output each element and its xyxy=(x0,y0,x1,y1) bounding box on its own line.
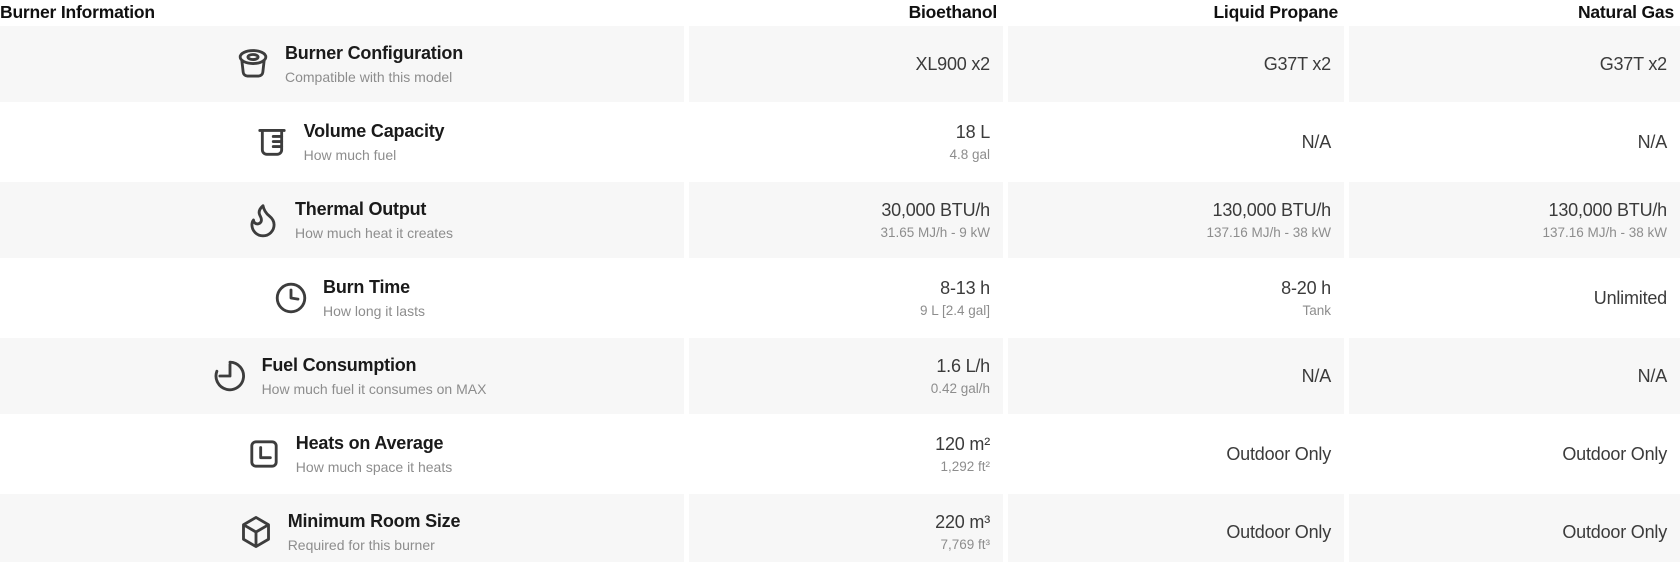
value-main: Outdoor Only xyxy=(1226,444,1331,464)
table-title: Burner Information xyxy=(0,2,155,22)
row-label: Burner Configuration Compatible with thi… xyxy=(0,26,684,102)
value-main: 8-20 h xyxy=(1281,278,1331,298)
room-volume-icon xyxy=(237,513,275,551)
row-label: Thermal Output How much heat it creates xyxy=(0,182,684,258)
cell-natural-gas: Outdoor Only xyxy=(1349,416,1680,492)
value-main: Unlimited xyxy=(1593,288,1667,308)
cell-natural-gas: Unlimited xyxy=(1349,260,1680,336)
row-subtitle: How long it lasts xyxy=(323,302,425,319)
column-header-liquid-propane: Liquid Propane xyxy=(1213,2,1338,22)
cell-natural-gas: Outdoor Only xyxy=(1349,494,1680,562)
table-row-thermal-output: Thermal Output How much heat it creates … xyxy=(0,182,1680,258)
table-row-minimum-room-size: Minimum Room Size Required for this burn… xyxy=(0,494,1680,562)
value-main: 1.6 L/h xyxy=(936,356,990,376)
value-main: 30,000 BTU/h xyxy=(881,200,990,220)
value-main: Outdoor Only xyxy=(1226,522,1331,542)
value-main: N/A xyxy=(1301,366,1332,386)
row-title: Burn Time xyxy=(323,276,410,297)
row-label: Fuel Consumption How much fuel it consum… xyxy=(0,338,684,414)
cell-bioethanol: XL900 x2 xyxy=(689,26,1003,102)
value-main: 130,000 BTU/h xyxy=(1212,200,1332,220)
value-main: 8-13 h xyxy=(940,278,990,298)
row-subtitle: Required for this burner xyxy=(287,536,435,553)
value-sub: 9 L [2.4 gal] xyxy=(919,303,990,318)
value-sub: 137.16 MJ/h - 38 kW xyxy=(1542,225,1667,240)
value-main: 130,000 BTU/h xyxy=(1548,200,1668,220)
row-subtitle: How much heat it creates xyxy=(295,224,453,241)
value-sub: 0.42 gal/h xyxy=(930,381,990,396)
table-row-burner-configuration: Burner Configuration Compatible with thi… xyxy=(0,26,1680,102)
row-subtitle: How much fuel it consumes on MAX xyxy=(261,380,487,397)
value-main: N/A xyxy=(1637,132,1668,152)
value-main: N/A xyxy=(1637,366,1668,386)
table-row-fuel-consumption: Fuel Consumption How much fuel it consum… xyxy=(0,338,1680,414)
cell-bioethanol: 120 m² 1,292 ft² xyxy=(689,416,1003,492)
value-sub: 7,769 ft³ xyxy=(940,537,990,552)
value-sub: 31.65 MJ/h - 9 kW xyxy=(880,225,990,240)
table-row-heats-on-average: Heats on Average How much space it heats… xyxy=(0,416,1680,492)
value-main: G37T x2 xyxy=(1263,54,1332,74)
table-header: Burner Information Bioethanol Liquid Pro… xyxy=(0,0,1680,26)
column-header-bioethanol: Bioethanol xyxy=(908,2,998,22)
cell-liquid-propane: N/A xyxy=(1008,338,1344,414)
cell-natural-gas: 130,000 BTU/h 137.16 MJ/h - 38 kW xyxy=(1349,182,1680,258)
row-subtitle: How much space it heats xyxy=(295,458,453,475)
column-header-natural-gas: Natural Gas xyxy=(1577,2,1674,22)
measuring-cup-icon xyxy=(253,123,291,161)
cell-liquid-propane: Outdoor Only xyxy=(1008,416,1344,492)
value-main: 120 m² xyxy=(935,434,990,454)
flame-icon xyxy=(244,201,282,239)
cell-bioethanol: 1.6 L/h 0.42 gal/h xyxy=(689,338,1003,414)
row-subtitle: Compatible with this model xyxy=(285,68,453,85)
cell-liquid-propane: N/A xyxy=(1008,104,1344,180)
value-sub: 4.8 gal xyxy=(949,147,990,162)
row-label: Minimum Room Size Required for this burn… xyxy=(0,494,684,562)
cell-liquid-propane: Outdoor Only xyxy=(1008,494,1344,562)
clock-icon xyxy=(272,279,310,317)
row-title: Burner Configuration xyxy=(285,42,463,63)
cell-natural-gas: G37T x2 xyxy=(1349,26,1680,102)
row-title: Fuel Consumption xyxy=(261,354,417,375)
cell-bioethanol: 18 L 4.8 gal xyxy=(689,104,1003,180)
value-main: XL900 x2 xyxy=(915,54,991,74)
row-label: Burn Time How long it lasts xyxy=(0,260,684,336)
cell-natural-gas: N/A xyxy=(1349,338,1680,414)
fuel-gauge-icon xyxy=(211,357,249,395)
cell-liquid-propane: G37T x2 xyxy=(1008,26,1344,102)
row-title: Minimum Room Size xyxy=(287,510,461,531)
value-sub: 137.16 MJ/h - 38 kW xyxy=(1206,225,1331,240)
row-title: Volume Capacity xyxy=(303,120,445,141)
value-main: Outdoor Only xyxy=(1562,522,1667,542)
area-icon xyxy=(245,435,283,473)
cell-liquid-propane: 130,000 BTU/h 137.16 MJ/h - 38 kW xyxy=(1008,182,1344,258)
value-main: N/A xyxy=(1301,132,1332,152)
cell-liquid-propane: 8-20 h Tank xyxy=(1008,260,1344,336)
value-main: G37T x2 xyxy=(1599,54,1668,74)
value-main: 220 m³ xyxy=(935,512,990,532)
table-row-burn-time: Burn Time How long it lasts 8-13 h 9 L [… xyxy=(0,260,1680,336)
value-main: Outdoor Only xyxy=(1562,444,1667,464)
value-sub: Tank xyxy=(1302,303,1331,318)
row-subtitle: How much fuel xyxy=(303,146,397,163)
cell-bioethanol: 220 m³ 7,769 ft³ xyxy=(689,494,1003,562)
cell-bioethanol: 8-13 h 9 L [2.4 gal] xyxy=(689,260,1003,336)
row-title: Heats on Average xyxy=(295,432,444,453)
burner-icon xyxy=(234,45,272,83)
row-label: Heats on Average How much space it heats xyxy=(0,416,684,492)
cell-natural-gas: N/A xyxy=(1349,104,1680,180)
cell-bioethanol: 30,000 BTU/h 31.65 MJ/h - 9 kW xyxy=(689,182,1003,258)
value-main: 18 L xyxy=(955,122,990,142)
row-title: Thermal Output xyxy=(295,198,427,219)
table-row-volume-capacity: Volume Capacity How much fuel 18 L 4.8 g… xyxy=(0,104,1680,180)
row-label: Volume Capacity How much fuel xyxy=(0,104,684,180)
value-sub: 1,292 ft² xyxy=(940,459,990,474)
